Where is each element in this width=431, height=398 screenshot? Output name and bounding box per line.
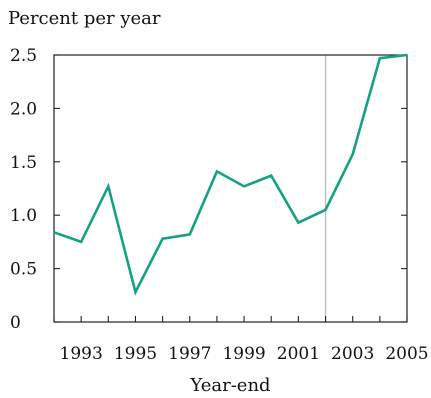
x-tick-label: 2003 (331, 344, 374, 364)
x-tick-label: 1999 (222, 344, 265, 364)
x-tick-label: 1997 (168, 344, 211, 364)
y-tick-label: 0.5 (10, 260, 37, 280)
y-tick-label: 1.0 (10, 206, 37, 226)
y-tick-label: 0 (10, 313, 21, 333)
x-axis-title: Year-end (189, 375, 270, 396)
y-axis-title: Percent per year (8, 8, 161, 29)
x-tick-label: 2001 (277, 344, 320, 364)
plot-frame (53, 54, 408, 323)
series-line (53, 53, 408, 296)
x-tick-label: 1993 (60, 344, 103, 364)
tick-labels-layer: 0 0.5 1.0 1.5 2.0 2.5 1993 1995 1997 1999 2001 2003… (10, 46, 429, 364)
y-tick-label: 2.0 (10, 99, 37, 119)
y-tick-label: 1.5 (10, 153, 37, 173)
x-tick-label: 2005 (385, 344, 428, 364)
y-tick-label: 2.5 (10, 46, 37, 66)
axes-layer (53, 54, 408, 323)
series-layer (53, 53, 408, 296)
x-tick-label: 1995 (114, 344, 157, 364)
